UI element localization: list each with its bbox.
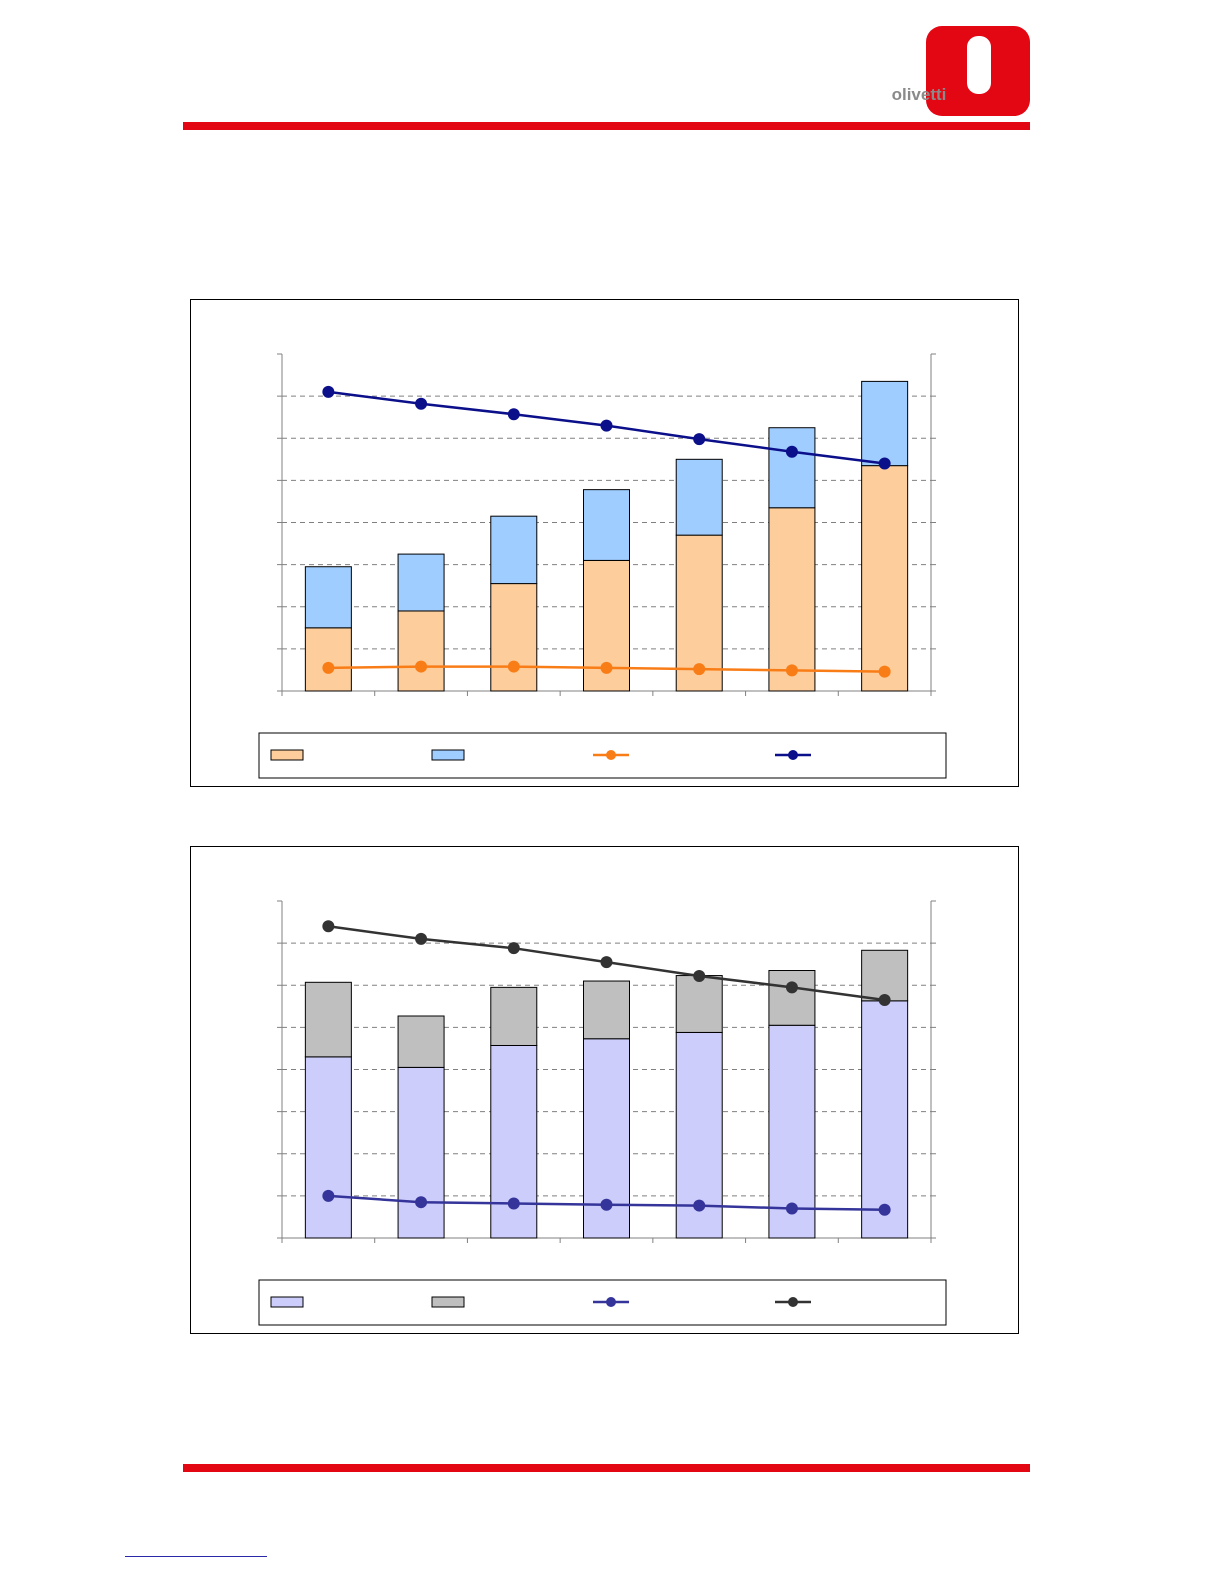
chart1-line2-point-4 xyxy=(600,419,613,432)
chart-panel-top xyxy=(190,299,1019,787)
chart1-line1-point-4 xyxy=(600,661,613,674)
chart-panel-bottom xyxy=(190,846,1019,1334)
chart2-bar-s2-5 xyxy=(675,975,723,1033)
olivetti-logo: olivetti xyxy=(884,24,1032,118)
chart2-line1-point-3 xyxy=(507,1197,520,1210)
chart1-line2-point-5 xyxy=(693,433,706,446)
chart2-line2-point-7 xyxy=(878,993,891,1006)
footer-link-underline xyxy=(125,1556,267,1557)
chart2-bar-s1-2 xyxy=(397,1066,445,1239)
chart1-bar-s2-1 xyxy=(304,566,352,629)
footer-red-rule xyxy=(183,1464,1030,1472)
chart2-bar-s1-1 xyxy=(304,1056,352,1239)
chart2-legend-swatch-1 xyxy=(270,1296,304,1308)
chart2-line2-point-6 xyxy=(785,981,798,994)
chart2-line2-point-3 xyxy=(507,942,520,955)
chart2-line2-point-1 xyxy=(322,920,335,933)
chart2-bar-s2-4 xyxy=(583,980,630,1040)
chart1-bar-s2-6 xyxy=(768,427,816,509)
chart2-line1-point-2 xyxy=(415,1196,428,1209)
chart-top-svg xyxy=(258,353,947,779)
chart2-legend xyxy=(258,1279,947,1326)
chart1-line1-point-7 xyxy=(878,665,891,678)
chart2-line1-point-7 xyxy=(878,1203,891,1216)
chart1-line1-point-2 xyxy=(415,660,428,673)
chart2-legend-swatch-2 xyxy=(431,1296,465,1308)
chart2-line2-point-4 xyxy=(600,956,613,969)
chart1-bar-s2-4 xyxy=(583,489,630,561)
chart1-legend-marker-3 xyxy=(606,750,616,760)
header-red-rule xyxy=(183,122,1030,130)
chart-bottom-svg xyxy=(258,900,947,1326)
chart1-line1-point-3 xyxy=(507,660,520,673)
chart1-legend xyxy=(258,732,947,779)
chart2-line2-point-2 xyxy=(415,932,428,945)
chart2-bar-s1-3 xyxy=(490,1044,538,1239)
chart1-legend-swatch-1 xyxy=(270,749,304,761)
chart2-bar-s1-7 xyxy=(861,1000,909,1239)
chart2-line1-point-1 xyxy=(322,1189,335,1202)
chart1-line2-point-3 xyxy=(507,408,520,421)
chart1-bar-s2-7 xyxy=(861,380,909,467)
chart1-bar-s1-2 xyxy=(397,610,445,692)
chart1-bar-s1-6 xyxy=(768,507,816,692)
chart2-legend-marker-3 xyxy=(606,1297,616,1307)
chart1-bar-s1-1 xyxy=(304,627,352,692)
chart2-line1-point-4 xyxy=(600,1198,613,1211)
chart1-legend-marker-4 xyxy=(788,750,798,760)
chart2-bar-s2-1 xyxy=(304,981,352,1058)
chart1-line1-point-1 xyxy=(322,661,335,674)
chart1-line2-point-7 xyxy=(878,457,891,470)
chart1-line2-point-6 xyxy=(785,445,798,458)
chart2-bar-s2-7 xyxy=(861,949,909,1002)
chart1-line2-point-2 xyxy=(415,397,428,410)
chart1-line2-point-1 xyxy=(322,385,335,398)
chart1-bar-s1-3 xyxy=(490,583,538,692)
chart1-legend-swatch-2 xyxy=(431,749,465,761)
chart2-bar-s2-2 xyxy=(397,1015,445,1068)
chart1-line1-point-5 xyxy=(693,663,706,676)
chart1-bar-s2-2 xyxy=(397,553,445,612)
chart1-bar-s2-5 xyxy=(675,458,723,536)
chart2-bar-s2-3 xyxy=(490,986,538,1046)
chart2-line2-point-5 xyxy=(693,969,706,982)
chart1-bar-s2-3 xyxy=(490,515,538,585)
logo-wordmark: olivetti xyxy=(892,85,947,104)
chart1-bar-s1-7 xyxy=(861,465,909,692)
olivetti-o-logo-icon: olivetti xyxy=(892,26,1030,116)
chart2-line1-point-5 xyxy=(693,1199,706,1212)
chart2-bar-s2-6 xyxy=(768,970,816,1026)
chart2-legend-marker-4 xyxy=(788,1297,798,1307)
chart1-line1-point-6 xyxy=(785,664,798,677)
chart2-line1-point-6 xyxy=(785,1202,798,1215)
